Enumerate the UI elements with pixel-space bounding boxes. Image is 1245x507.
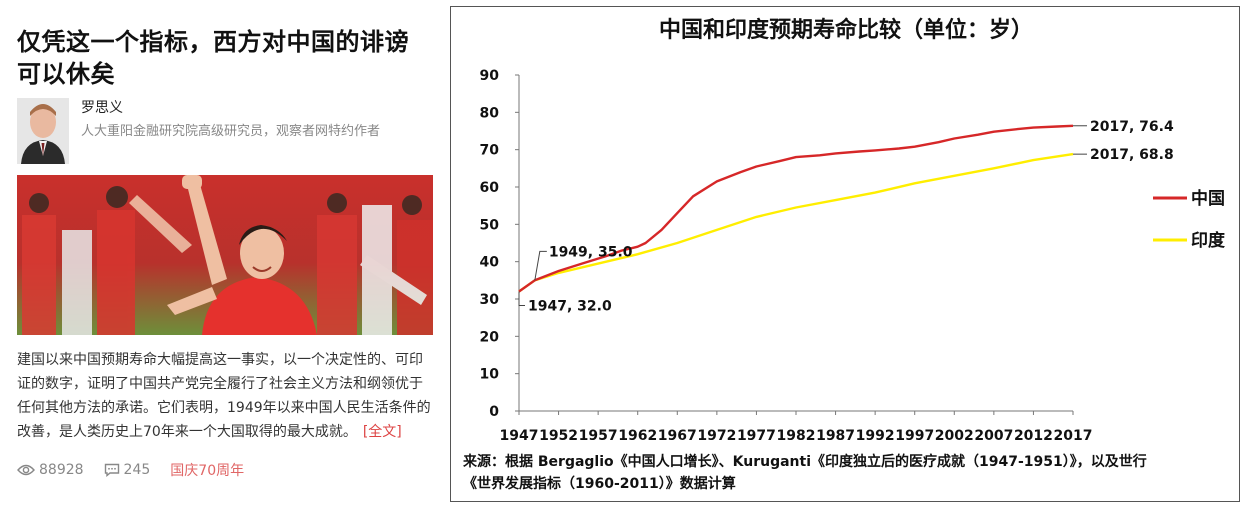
avatar[interactable] bbox=[17, 98, 69, 164]
source-line1: 来源：根据 Bergaglio《中国人口增长》、Kuruganti《印度独立后的… bbox=[463, 454, 1147, 470]
x-tick-label: 1947 bbox=[500, 428, 539, 444]
article-title-line2[interactable]: 可以休矣 bbox=[17, 60, 115, 88]
source-line2: 《世界发展指标（1960-2011）》数据计算 bbox=[463, 476, 736, 492]
x-tick-label: 1957 bbox=[579, 428, 618, 444]
x-tick-label: 2007 bbox=[974, 428, 1013, 444]
annotation-label: 2017, 68.8 bbox=[1090, 147, 1174, 163]
article-photo[interactable] bbox=[17, 175, 433, 335]
x-tick-label: 1962 bbox=[618, 428, 657, 444]
series-line-中国[interactable] bbox=[518, 124, 1074, 293]
author-description: 人大重阳金融研究院高级研究员，观察者网特约作者 bbox=[81, 124, 381, 139]
series-line-印度[interactable] bbox=[518, 152, 1074, 293]
article-title[interactable]: 仅凭这一个指标，西方对中国的诽谤 可以休矣 bbox=[17, 26, 435, 90]
y-tick-label: 80 bbox=[480, 105, 500, 121]
y-tick-label: 50 bbox=[480, 217, 500, 233]
annotation-label: 1947, 32.0 bbox=[528, 299, 612, 315]
author-name[interactable]: 罗思义 bbox=[81, 100, 123, 116]
x-tick-label: 1972 bbox=[697, 428, 736, 444]
x-tick-label: 1997 bbox=[895, 428, 934, 444]
annotation-leader bbox=[518, 291, 525, 307]
y-tick-label: 40 bbox=[480, 255, 500, 271]
y-tick-label: 70 bbox=[480, 143, 500, 159]
x-tick-label: 1987 bbox=[816, 428, 855, 444]
comment-icon bbox=[104, 463, 119, 477]
legend-label: 中国 bbox=[1191, 188, 1225, 209]
views-stat: 88928 bbox=[17, 462, 84, 478]
chart-title: 中国和印度预期寿命比较（单位：岁） bbox=[659, 17, 1033, 43]
y-tick-label: 60 bbox=[480, 180, 500, 196]
legend-label: 印度 bbox=[1191, 230, 1226, 251]
topic-tag[interactable]: 国庆70周年 bbox=[170, 463, 245, 479]
annotation-leader bbox=[534, 250, 547, 281]
y-tick-label: 90 bbox=[480, 68, 500, 84]
life-expectancy-chart: 中国和印度预期寿命比较（单位：岁） 0 10 20 30 40 50 60 70 80 90 194… bbox=[480, 17, 1226, 444]
comments-count[interactable]: 245 bbox=[123, 462, 151, 478]
chart-panel: 中国和印度预期寿命比较（单位：岁） 0 10 20 30 40 50 60 70 80 90 194… bbox=[450, 6, 1240, 502]
article-meta: 88928 245 国庆70周年 bbox=[17, 460, 435, 480]
article-card: 仅凭这一个指标，西方对中国的诽谤 可以休矣 罗思义 人大重阳金融研究院高级研究员… bbox=[17, 26, 435, 480]
y-tick-label: 30 bbox=[480, 292, 500, 308]
views-count: 88928 bbox=[39, 462, 84, 478]
annotation-label: 2017, 76.4 bbox=[1090, 119, 1174, 135]
x-tick-label: 1952 bbox=[539, 428, 578, 444]
article-summary: 建国以来中国预期寿命大幅提高这一事实，以一个决定性的、可印证的数字，证明了中国共… bbox=[17, 348, 435, 444]
article-title-line1[interactable]: 仅凭这一个指标，西方对中国的诽谤 bbox=[17, 28, 409, 56]
comments-stat[interactable]: 245 bbox=[104, 462, 151, 478]
x-tick-label: 2012 bbox=[1014, 428, 1053, 444]
x-tick-label: 2002 bbox=[935, 428, 974, 444]
x-tick-label: 1977 bbox=[737, 428, 776, 444]
y-tick-label: 0 bbox=[489, 404, 499, 420]
chart-source: 来源：根据 Bergaglio《中国人口增长》、Kuruganti《印度独立后的… bbox=[463, 451, 1227, 495]
read-more-link[interactable]: [全文] bbox=[362, 424, 402, 440]
summary-text: 建国以来中国预期寿命大幅提高这一事实，以一个决定性的、可印证的数字，证明了中国共… bbox=[17, 352, 431, 440]
eye-icon bbox=[17, 464, 35, 476]
y-tick-label: 20 bbox=[480, 329, 500, 345]
x-tick-label: 1992 bbox=[856, 428, 895, 444]
x-tick-label: 1967 bbox=[658, 428, 697, 444]
y-tick-label: 10 bbox=[480, 367, 500, 383]
author-block: 罗思义 人大重阳金融研究院高级研究员，观察者网特约作者 bbox=[17, 98, 435, 166]
x-tick-label: 2017 bbox=[1054, 428, 1093, 444]
x-tick-label: 1982 bbox=[777, 428, 816, 444]
annotation-label: 1949, 35.0 bbox=[549, 244, 633, 260]
